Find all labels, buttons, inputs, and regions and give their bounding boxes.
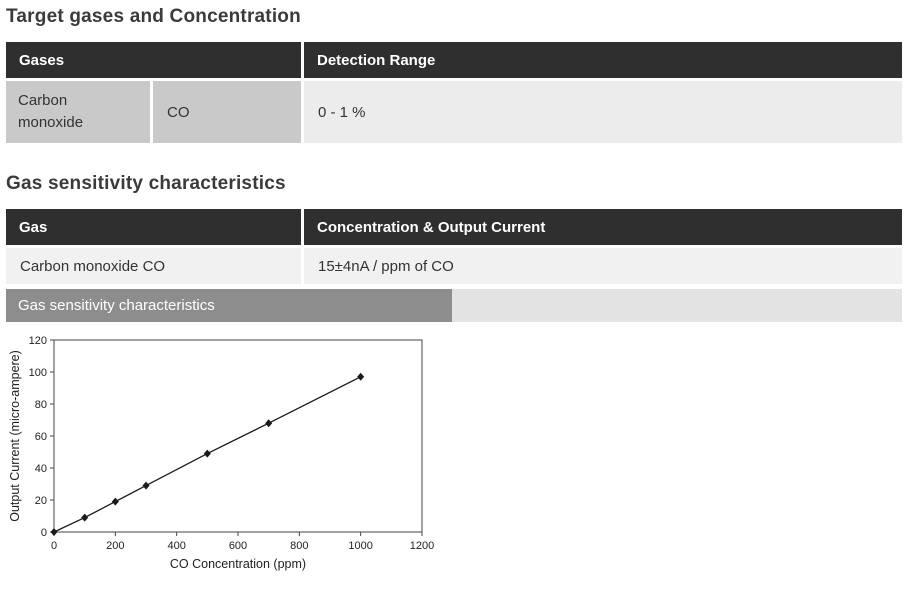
sensitivity-header-gas: Gas <box>6 209 301 245</box>
svg-text:40: 40 <box>35 463 47 475</box>
svg-text:0: 0 <box>41 527 47 539</box>
target-gases-header-gases: Gases <box>6 42 301 78</box>
svg-text:1200: 1200 <box>410 540 434 552</box>
svg-text:CO Concentration (ppm): CO Concentration (ppm) <box>170 557 306 571</box>
svg-text:80: 80 <box>35 399 47 411</box>
sensitivity-header-concentration-output: Concentration & Output Current <box>304 209 902 245</box>
svg-text:120: 120 <box>29 335 47 347</box>
target-gases-table-header-row: Gases Detection Range <box>6 42 902 78</box>
chart-header-bar: Gas sensitivity characteristics <box>6 289 902 322</box>
sensitivity-gas-cell: Carbon monoxide CO <box>6 248 301 284</box>
table-row: Carbon monoxide CO 15±4nA / ppm of CO <box>6 248 902 284</box>
table-row: Carbon monoxide CO 0 - 1 % <box>6 81 902 143</box>
target-gases-table: Gases Detection Range Carbon monoxide CO… <box>6 42 902 143</box>
section-title-gas-sensitivity: Gas sensitivity characteristics <box>6 173 286 194</box>
svg-text:600: 600 <box>229 540 247 552</box>
sensitivity-value-cell: 15±4nA / ppm of CO <box>304 248 902 284</box>
svg-text:800: 800 <box>290 540 308 552</box>
section-title-target-gases: Target gases and Concentration <box>6 6 301 27</box>
gas-symbol-cell: CO <box>153 81 301 143</box>
svg-text:1000: 1000 <box>348 540 372 552</box>
svg-text:100: 100 <box>29 367 47 379</box>
target-gases-header-detection-range: Detection Range <box>304 42 902 78</box>
chart-header-bar-filler <box>452 289 902 322</box>
svg-text:0: 0 <box>51 540 57 552</box>
gas-sensitivity-table-header-row: Gas Concentration & Output Current <box>6 209 902 245</box>
sensitivity-chart-svg: 0 200 400 600 800 1000 1200 0 20 40 60 80 100 120 CO C… <box>8 335 434 571</box>
sensitivity-chart: 0 200 400 600 800 1000 1200 0 20 40 60 80 100 120 CO C… <box>6 330 446 576</box>
gas-name-cell: Carbon monoxide <box>6 81 150 143</box>
chart-header-label: Gas sensitivity characteristics <box>6 289 452 322</box>
gas-sensitivity-table: Gas Concentration & Output Current Carbo… <box>6 209 902 284</box>
svg-text:Output Current (micro-ampere): Output Current (micro-ampere) <box>8 350 22 522</box>
svg-text:200: 200 <box>106 540 124 552</box>
svg-text:400: 400 <box>167 540 185 552</box>
svg-text:60: 60 <box>35 431 47 443</box>
detection-range-cell: 0 - 1 % <box>304 81 902 143</box>
svg-text:20: 20 <box>35 495 47 507</box>
